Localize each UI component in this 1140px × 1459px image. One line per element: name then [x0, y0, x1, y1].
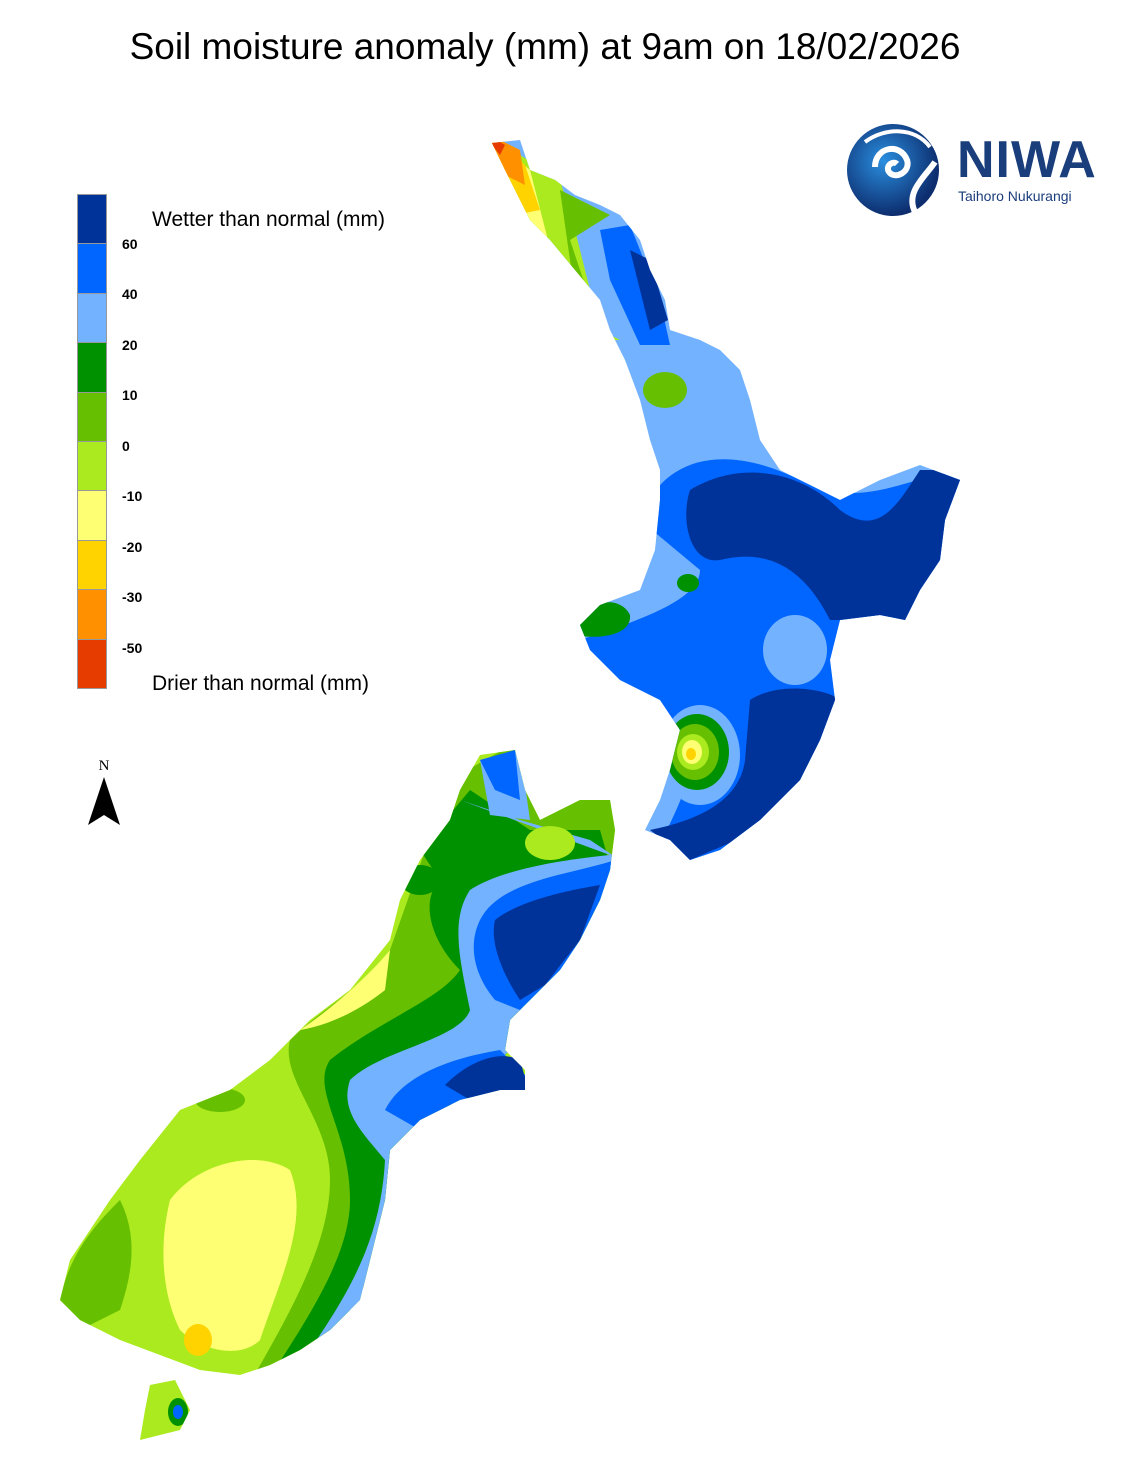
legend-swatch	[77, 539, 107, 590]
legend-swatch	[77, 638, 107, 688]
legend-swatch	[77, 243, 107, 293]
legend-tick-label: -20	[122, 538, 143, 555]
south-island	[60, 750, 615, 1375]
legend-swatch	[77, 440, 107, 491]
legend-swatch	[77, 490, 107, 540]
north-arrow: N	[86, 758, 122, 832]
legend-swatch	[77, 342, 107, 392]
map-title: Soil moisture anomaly (mm) at 9am on 18/…	[129, 26, 961, 67]
legend-tick-label: 0	[122, 437, 130, 454]
legend-tick-label: 10	[122, 387, 138, 403]
legend-colorbar	[77, 194, 107, 689]
north-arrow-icon	[88, 777, 120, 825]
legend-tick-label: -30	[122, 589, 143, 605]
legend-swatch	[77, 292, 107, 343]
legend: Wetter than normal (mm) Drier than norma…	[77, 194, 385, 695]
legend-swatch	[77, 194, 107, 244]
legend-bottom-label: Drier than normal (mm)	[152, 672, 370, 695]
niwa-swirl-icon	[847, 124, 939, 216]
legend-tick-label: 20	[122, 336, 138, 353]
legend-tick-label: -50	[122, 639, 143, 656]
legend-swatch	[77, 589, 107, 639]
north-label: N	[98, 758, 110, 774]
legend-tick-label: 40	[122, 286, 138, 302]
legend-tick-label: -10	[122, 488, 143, 504]
logo-wordmark: NIWA	[957, 131, 1097, 189]
niwa-logo: NIWA Taihoro Nukurangi	[845, 122, 1105, 222]
logo-tagline: Taihoro Nukurangi	[958, 188, 1072, 204]
stewart-island	[140, 1380, 190, 1440]
legend-tick-label: 60	[122, 235, 138, 252]
legend-top-label: Wetter than normal (mm)	[152, 208, 385, 231]
legend-swatch	[77, 391, 107, 441]
